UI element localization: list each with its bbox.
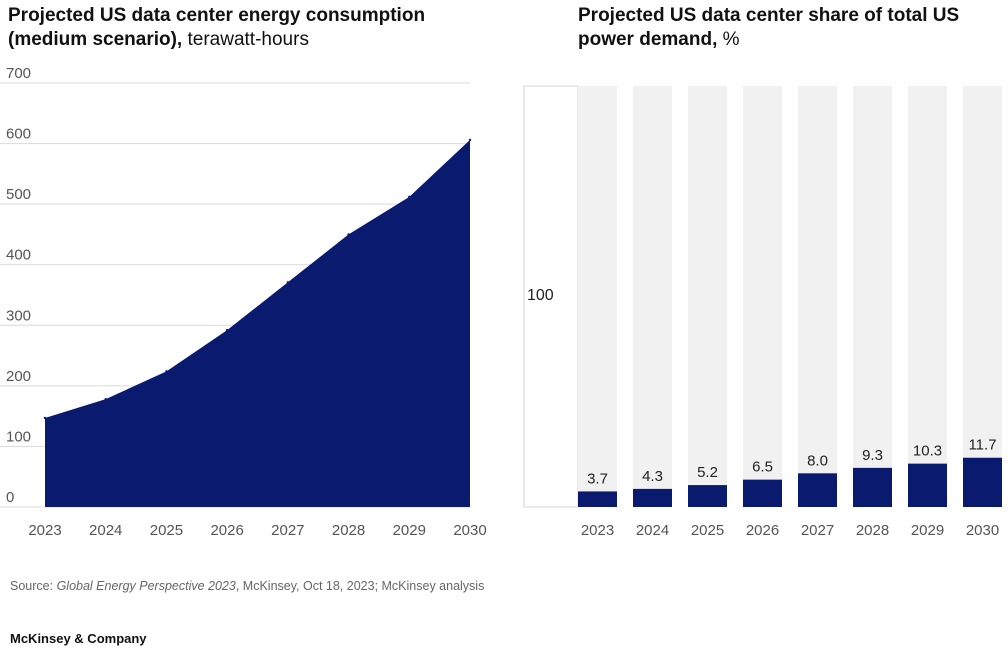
area-point: [286, 281, 290, 284]
bar-value-label: 11.7: [968, 437, 996, 454]
x-tick-label: 2023: [28, 522, 61, 539]
share-bar: [688, 485, 727, 507]
y-tick-label: 200: [6, 368, 31, 385]
right-title-bold: Projected US data center share of total …: [578, 5, 960, 50]
x-tick-label: 2029: [911, 522, 944, 539]
area-point: [468, 138, 472, 142]
source-publication: Global Energy Perspective 2023: [56, 579, 236, 593]
left-chart-title: Projected US data center energy consumpt…: [8, 4, 488, 52]
share-bar: [633, 488, 672, 507]
bar-background: [798, 86, 837, 507]
bar-value-label: 10.3: [913, 443, 942, 460]
bar-value-label: 4.3: [642, 468, 663, 485]
bar-background: [963, 86, 1002, 507]
source-note: Source: Global Energy Perspective 2023, …: [10, 579, 484, 593]
y-tick-label: 100: [6, 428, 31, 445]
charts-canvas: 0 100 200 300 400 500 600 700 2023 2024 2025 2026 20…: [0, 65, 1002, 539]
x-tick-label: 2025: [150, 522, 183, 539]
x-tick-label: 2025: [691, 522, 724, 539]
share-bar: [908, 463, 947, 507]
y-tick-label: 700: [6, 65, 31, 82]
bar-background: [908, 86, 947, 507]
bar-value-label: 3.7: [587, 470, 608, 487]
bar-background: [578, 86, 617, 507]
y-tick-label: 300: [6, 307, 31, 324]
x-tick-label: 2027: [271, 522, 304, 539]
area-point: [165, 370, 168, 373]
bar-value-label: 9.3: [862, 447, 883, 464]
x-tick-label: 2026: [746, 522, 779, 539]
x-tick-label: 2024: [636, 522, 669, 539]
left-title-unit: terawatt-hours: [182, 29, 309, 50]
bar-value-label: 5.2: [697, 464, 718, 481]
reference-total-bar: [523, 85, 579, 508]
brand-logo-text: McKinsey & Company: [10, 631, 147, 646]
y-tick-label: 0: [6, 489, 14, 506]
share-bar: [963, 457, 1002, 507]
x-tick-label: 2028: [856, 522, 889, 539]
bar-value-label: 8.0: [807, 452, 828, 469]
y-tick-label: 600: [6, 126, 31, 143]
energy-consumption-area: [45, 139, 470, 508]
share-bar: [743, 479, 782, 507]
y-tick-label: 500: [6, 186, 31, 203]
source-suffix: , McKinsey, Oct 18, 2023; McKinsey analy…: [235, 579, 485, 593]
right-chart-title: Projected US data center share of total …: [578, 4, 998, 52]
x-tick-label: 2027: [801, 522, 834, 539]
bar-chart: 100 3.7 2023 4.3 2024 5.2 2025 6.5 2026 8.0 2027 9.…: [523, 85, 1002, 539]
x-tick-label: 2028: [332, 522, 365, 539]
bar-background: [743, 86, 782, 507]
area-chart: 0 100 200 300 400 500 600 700 2023 2024 2025 2026 20…: [0, 65, 487, 539]
x-tick-label: 2029: [393, 522, 426, 539]
x-tick-label: 2026: [210, 522, 243, 539]
x-tick-label: 2024: [89, 522, 122, 539]
left-title-bold: Projected US data center energy consumpt…: [8, 5, 426, 50]
bar-background: [688, 86, 727, 507]
x-tick-label: 2030: [966, 522, 999, 539]
bar-value-label: 6.5: [752, 459, 773, 476]
x-tick-label: 2030: [453, 522, 486, 539]
area-point: [43, 416, 47, 420]
area-point: [347, 233, 350, 236]
bar-background: [853, 86, 892, 507]
share-bar: [578, 491, 617, 507]
share-bar: [798, 473, 837, 507]
x-tick-label: 2023: [581, 522, 614, 539]
share-bar: [853, 467, 892, 507]
y-tick-label: 400: [6, 247, 31, 264]
reference-total-label: 100: [527, 287, 554, 304]
area-point: [225, 328, 229, 332]
area-point: [408, 195, 411, 199]
bar-background: [633, 86, 672, 507]
right-title-unit: %: [717, 29, 740, 50]
source-prefix: Source:: [10, 579, 57, 593]
area-point: [104, 397, 107, 401]
